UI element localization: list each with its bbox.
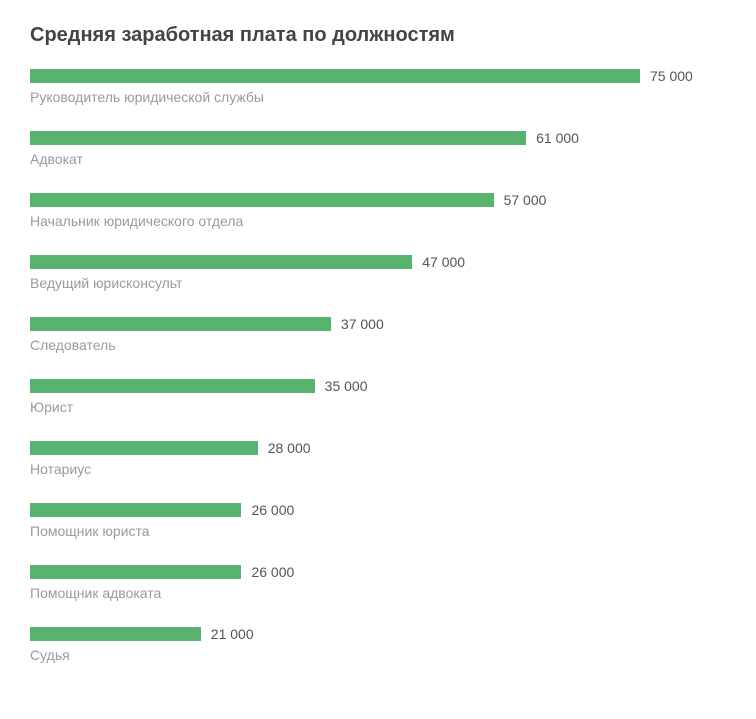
bar-row: 37 000 Следователь bbox=[30, 317, 726, 353]
bar-value: 28 000 bbox=[268, 440, 311, 456]
bar-value: 26 000 bbox=[251, 502, 294, 518]
bar bbox=[30, 255, 412, 269]
bar-line: 21 000 bbox=[30, 627, 726, 641]
bar-row: 35 000 Юрист bbox=[30, 379, 726, 415]
bar-line: 26 000 bbox=[30, 503, 726, 517]
bar-line: 57 000 bbox=[30, 193, 726, 207]
bar-label: Руководитель юридической службы bbox=[30, 89, 726, 105]
bar-row: 75 000 Руководитель юридической службы bbox=[30, 69, 726, 105]
bar bbox=[30, 317, 331, 331]
bar-line: 28 000 bbox=[30, 441, 726, 455]
bar bbox=[30, 69, 640, 83]
bar-row: 61 000 Адвокат bbox=[30, 131, 726, 167]
bar-label: Судья bbox=[30, 647, 726, 663]
bar-label: Ведущий юрисконсульт bbox=[30, 275, 726, 291]
bar-row: 57 000 Начальник юридического отдела bbox=[30, 193, 726, 229]
bar-row: 28 000 Нотариус bbox=[30, 441, 726, 477]
bar-row: 26 000 Помощник юриста bbox=[30, 503, 726, 539]
chart-title: Средняя заработная плата по должностям bbox=[30, 24, 726, 47]
bar-chart-area: 75 000 Руководитель юридической службы 61 … bbox=[30, 69, 726, 663]
bar-value: 21 000 bbox=[211, 626, 254, 642]
bar-line: 75 000 bbox=[30, 69, 726, 83]
bar-line: 47 000 bbox=[30, 255, 726, 269]
bar-value: 47 000 bbox=[422, 254, 465, 270]
bar-value: 35 000 bbox=[325, 378, 368, 394]
bar-row: 26 000 Помощник адвоката bbox=[30, 565, 726, 601]
bar bbox=[30, 565, 241, 579]
bar-label: Следователь bbox=[30, 337, 726, 353]
bar bbox=[30, 627, 201, 641]
bar-label: Помощник адвоката bbox=[30, 585, 726, 601]
bar-label: Юрист bbox=[30, 399, 726, 415]
bar bbox=[30, 379, 315, 393]
bar bbox=[30, 503, 241, 517]
bar-line: 37 000 bbox=[30, 317, 726, 331]
bar bbox=[30, 193, 494, 207]
bar-value: 37 000 bbox=[341, 316, 384, 332]
bar-line: 26 000 bbox=[30, 565, 726, 579]
bar-line: 35 000 bbox=[30, 379, 726, 393]
bar-label: Адвокат bbox=[30, 151, 726, 167]
bar-value: 61 000 bbox=[536, 130, 579, 146]
bar-row: 21 000 Судья bbox=[30, 627, 726, 663]
bar-label: Начальник юридического отдела bbox=[30, 213, 726, 229]
bar-line: 61 000 bbox=[30, 131, 726, 145]
bar bbox=[30, 131, 526, 145]
bar-value: 26 000 bbox=[251, 564, 294, 580]
bar-value: 57 000 bbox=[504, 192, 547, 208]
bar-label: Нотариус bbox=[30, 461, 726, 477]
bar bbox=[30, 441, 258, 455]
bar-value: 75 000 bbox=[650, 68, 693, 84]
bar-row: 47 000 Ведущий юрисконсульт bbox=[30, 255, 726, 291]
bar-label: Помощник юриста bbox=[30, 523, 726, 539]
